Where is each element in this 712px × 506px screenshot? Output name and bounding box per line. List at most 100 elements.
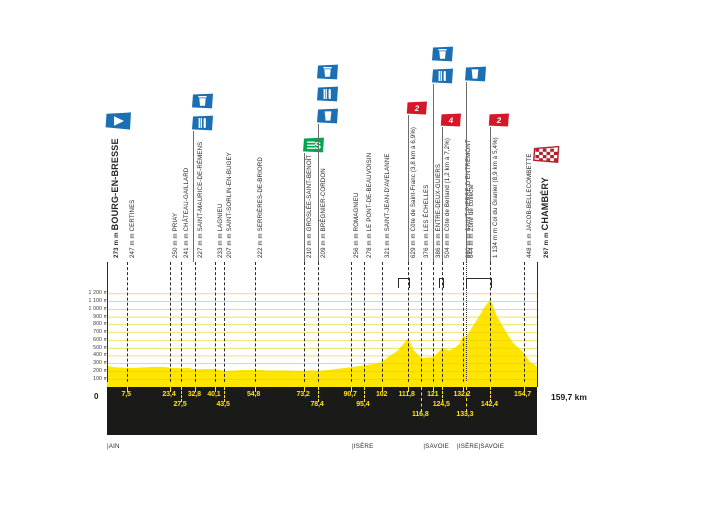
- category-climb-marker[interactable]: 4: [440, 113, 462, 127]
- total-distance-label: 159,7 km: [551, 392, 587, 402]
- category-climb-marker[interactable]: 2: [406, 101, 428, 115]
- locality-label: 386 m m ENTRE-DEUX-GUIERS: [434, 163, 442, 258]
- y-axis-tick: 1 100 m: [88, 298, 108, 305]
- marker-pole: [304, 153, 306, 262]
- y-axis-tick: 1 000 m: [88, 305, 108, 312]
- y-axis-tick: 300 m: [93, 360, 108, 367]
- locality-name: ROMAGNIEU: [353, 192, 361, 232]
- locality-guide-line: [537, 262, 538, 387]
- trash-bin-icon: [191, 93, 214, 109]
- locality-name: BOURG-EN-BRESSE: [110, 138, 120, 231]
- cutlery-icon: [316, 86, 339, 102]
- locality-elevation: 247 m m: [129, 231, 137, 258]
- department-label: |AIN: [107, 443, 120, 450]
- locality-elevation: 386 m m: [434, 231, 442, 258]
- locality-guide-line: [408, 262, 410, 387]
- service-zone-marker[interactable]: [431, 46, 454, 62]
- km-tick: [523, 387, 525, 392]
- km-tick: [127, 387, 129, 392]
- km-label-row1: 7,5: [121, 391, 131, 398]
- locality-label: 227 m m SAINT-MAURICE-DE-RÉMENS: [197, 142, 205, 258]
- locality-label: 209 m m BRÉGNIER-CORDON: [320, 168, 328, 258]
- trash-bin-icon: [316, 64, 339, 80]
- locality-label: 504 m m Côte de Berland (1,2 km à 7,2%): [444, 138, 451, 258]
- locality-elevation: 273 m m: [113, 230, 120, 258]
- locality-elevation: 376 m m: [423, 231, 431, 258]
- locality-elevation: 233 m m: [216, 231, 224, 258]
- locality-label: 644 m m Zone de collecte: [467, 184, 475, 258]
- km-tick: [170, 387, 171, 392]
- locality-name: CHÂTEAU-GAILLARD: [183, 167, 191, 232]
- km-label-row1: 54,8: [246, 391, 261, 398]
- category-climb-marker[interactable]: 2: [488, 113, 510, 127]
- locality-guide-line: [442, 262, 444, 387]
- km-label-row3: 133,3: [456, 411, 474, 418]
- locality-name: ENTRE-DEUX-GUIERS: [434, 163, 442, 232]
- climb-extent-bracket: [466, 278, 493, 288]
- locality-label: 207 m m SAINT-SORLIN-EN-BUGEY: [226, 152, 234, 258]
- locality-elevation: 227 m m: [197, 231, 205, 258]
- service-zone-marker[interactable]: [316, 108, 339, 124]
- locality-elevation: 209 m m: [320, 231, 328, 258]
- km-label-row2: 142,4: [480, 401, 498, 408]
- km-label-row1: 40,1: [207, 391, 221, 398]
- service-zone-marker[interactable]: [431, 68, 454, 84]
- locality-guide-line: [214, 262, 216, 387]
- locality-elevation: 256 m m: [353, 231, 361, 258]
- locality-elevation: 644 m m: [467, 231, 475, 258]
- sprint-s-icon: S: [302, 137, 325, 153]
- cup-icon: [464, 66, 487, 82]
- locality-elevation: 250 m m: [172, 231, 179, 258]
- category-number: 2: [414, 103, 420, 113]
- finish-flag-marker[interactable]: [533, 145, 560, 164]
- locality-guide-line: [224, 262, 226, 387]
- service-zone-marker[interactable]: [316, 64, 339, 80]
- service-zone-marker[interactable]: [191, 115, 214, 131]
- marker-pole: [465, 82, 467, 262]
- service-zone-marker[interactable]: [464, 66, 487, 82]
- km-band: 7,5 23,4 32,8 40,1 54,8 73,2 90,7 102 111,8 121 13…: [107, 387, 537, 435]
- y-axis-tick: 200 m: [93, 367, 108, 374]
- locality-elevation: 222 m m: [256, 231, 264, 258]
- service-zone-marker[interactable]: [316, 86, 339, 102]
- km-label-row1: 32,8: [187, 391, 201, 398]
- km-tick: [214, 387, 216, 392]
- locality-guide-line: [170, 262, 171, 387]
- km-label-row2: 78,4: [310, 401, 324, 408]
- km-band-top-stripe: [107, 382, 537, 388]
- service-zone-marker[interactable]: [191, 93, 214, 109]
- locality-elevation: 210 m m: [306, 231, 314, 258]
- km-label-row1: 23,4: [162, 391, 176, 398]
- locality-name: CERTINES: [129, 199, 137, 232]
- locality-elevation: 207 m m: [226, 231, 234, 258]
- locality-guide-line: [107, 262, 108, 387]
- locality-guide-line: [127, 262, 129, 387]
- marker-pole: [318, 124, 320, 262]
- cutlery-icon: [191, 115, 214, 131]
- y-axis-tick: 1 200 m: [88, 290, 108, 297]
- km-tick: [363, 387, 365, 402]
- locality-name: LAGNIEU: [216, 203, 224, 232]
- locality-elevation: 448 m m: [525, 231, 533, 258]
- km-tick: [224, 387, 226, 402]
- locality-name: GROSLÉE-SAINT-BENOÎT: [306, 154, 314, 232]
- locality-label: 210 m m GROSLÉE-SAINT-BENOÎT: [306, 154, 314, 258]
- marker-pole: [193, 131, 195, 262]
- start-flag-marker[interactable]: [105, 112, 132, 130]
- locality-name: Zone de collecte: [467, 184, 475, 232]
- locality-label: 273 m m BOURG-EN-BRESSE: [110, 138, 120, 258]
- locality-name: BRÉGNIER-CORDON: [320, 168, 328, 232]
- elevation-profile-plot: [107, 286, 537, 387]
- locality-elevation: 1 134 m m: [492, 226, 500, 258]
- km-tick: [304, 387, 306, 392]
- trash-bin-icon: [431, 46, 454, 62]
- locality-elevation: 629 m m: [410, 231, 418, 258]
- locality-guide-line: [318, 262, 320, 387]
- locality-name: CHAMBÉRY: [540, 177, 550, 231]
- locality-name: Côte de Saint-Franc (3,8 km à 6,9%): [410, 126, 418, 232]
- km-tick: [351, 387, 353, 392]
- locality-elevation: 278 m m: [365, 231, 373, 258]
- intermediate-sprint-marker[interactable]: S: [302, 137, 325, 153]
